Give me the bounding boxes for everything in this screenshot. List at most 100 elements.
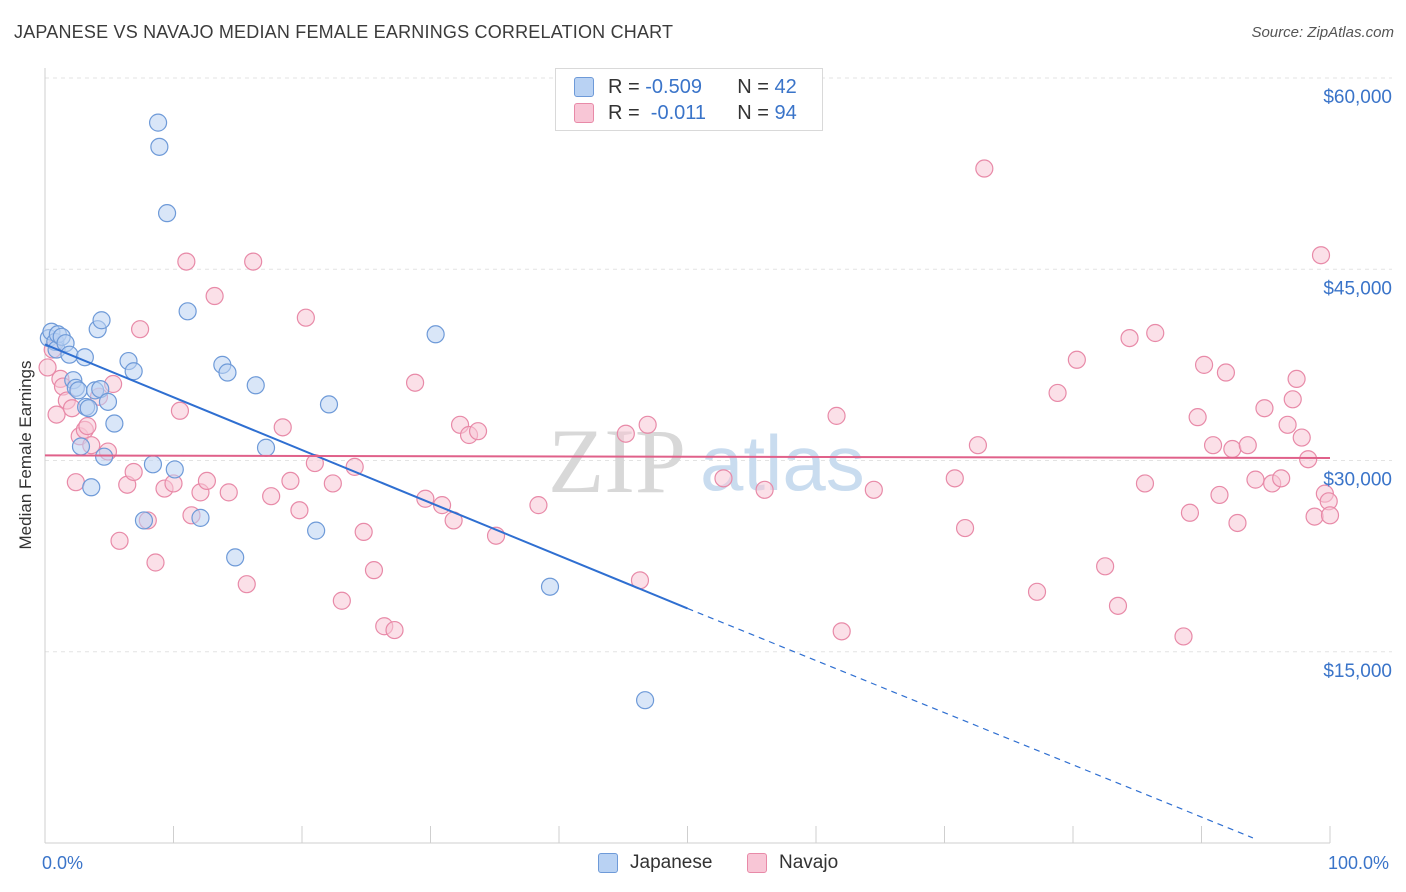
japanese-point — [71, 437, 91, 456]
japanese-point — [307, 521, 326, 540]
navajo-point — [170, 401, 190, 420]
navajo-point — [1210, 485, 1229, 505]
watermark-zip: ZIP — [548, 410, 686, 512]
navajo-point — [281, 471, 300, 490]
navajo-point — [1311, 246, 1331, 265]
japanese-point — [124, 362, 143, 381]
navajo-point — [1027, 582, 1047, 601]
y-tick-label: $30,000 — [1323, 470, 1392, 491]
navajo-point — [1194, 355, 1214, 374]
navajo-point — [38, 358, 57, 377]
navajo-point — [529, 496, 548, 515]
navajo-point — [197, 471, 217, 490]
navajo-point — [290, 501, 309, 520]
navajo-point — [146, 553, 165, 572]
navajo-point — [1283, 390, 1302, 409]
navajo-point — [244, 252, 263, 271]
navajo-point — [1048, 383, 1067, 403]
japanese-point — [92, 311, 111, 330]
navajo-point — [345, 457, 364, 476]
japanese-point — [191, 508, 210, 527]
navajo-point — [78, 416, 97, 436]
navajo-point — [124, 462, 143, 482]
navajo-point — [110, 531, 129, 550]
source-label: Source: ZipAtlas.com — [1251, 24, 1394, 41]
navajo-point — [1203, 436, 1223, 455]
watermark-atlas: atlas — [700, 419, 865, 507]
navajo-point — [1216, 363, 1236, 382]
legend-r-label: R = — [608, 75, 646, 98]
navajo-point — [1320, 506, 1340, 525]
navajo-point — [177, 252, 196, 271]
japanese-point — [157, 204, 177, 223]
navajo-point — [1096, 557, 1115, 576]
navajo-point — [1108, 596, 1128, 615]
navajo-point — [755, 480, 774, 499]
navajo-point — [205, 286, 224, 306]
navajo-point — [1272, 469, 1291, 488]
legend-row-japanese: R = -0.509 N = 42 — [574, 74, 797, 100]
japanese-point — [165, 460, 184, 479]
navajo-point — [1188, 408, 1207, 427]
navajo-point — [66, 473, 85, 492]
japanese-series — [39, 113, 655, 710]
navajo-point — [332, 591, 351, 610]
navajo-point — [1305, 507, 1324, 526]
x-tick-label-end: 100.0% — [1328, 853, 1390, 873]
navajo-point — [827, 406, 846, 425]
y-tick-label: $45,000 — [1323, 278, 1392, 299]
japanese-point — [218, 363, 237, 382]
y-axis-label: Median Female Earnings — [16, 361, 35, 550]
legend-swatch-japanese — [574, 77, 594, 97]
navajo-point — [616, 424, 635, 443]
legend-n-label: N = — [737, 75, 775, 98]
navajo-point — [364, 561, 384, 580]
x-tick-label-start: 0.0% — [42, 853, 84, 873]
navajo-point — [1223, 439, 1242, 459]
navajo-point — [1292, 428, 1311, 447]
legend-r-label: R = — [608, 101, 646, 124]
navajo-point — [975, 159, 994, 178]
navajo-point — [1135, 474, 1155, 493]
legend-label-japanese: Japanese — [630, 852, 713, 873]
y-tick-label: $60,000 — [1323, 87, 1392, 108]
navajo-point — [468, 422, 488, 441]
navajo-point — [1228, 513, 1247, 533]
navajo-point — [864, 480, 883, 499]
japanese-point — [105, 414, 124, 433]
legend-swatch-japanese — [598, 853, 618, 873]
navajo-trend-line — [44, 454, 1331, 459]
navajo-series — [38, 159, 1340, 646]
japanese-point — [98, 392, 118, 411]
legend-item-japanese[interactable]: Japanese — [598, 852, 712, 874]
navajo-point — [638, 415, 657, 434]
y-tick-label: $15,000 — [1323, 661, 1392, 682]
navajo-point — [1255, 399, 1274, 418]
navajo-point — [1146, 323, 1165, 343]
y-tick-labels: $15,000 $30,000 $45,000 $60,000 — [1323, 87, 1392, 682]
japanese-point — [79, 399, 98, 418]
navajo-point — [405, 373, 425, 392]
navajo-point — [47, 405, 66, 424]
navajo-point — [1238, 436, 1257, 455]
japanese-point — [635, 691, 655, 710]
grid-lines — [45, 77, 1392, 653]
legend-n-value: 94 — [774, 101, 797, 124]
legend-n-label: N = — [737, 101, 775, 124]
navajo-point — [1180, 503, 1200, 522]
watermark: ZIP atlas — [548, 410, 865, 512]
legend-item-navajo[interactable]: Navajo — [747, 852, 838, 874]
navajo-point — [1067, 350, 1086, 369]
japanese-point — [319, 395, 339, 414]
japanese-point — [178, 302, 197, 321]
japanese-point — [134, 511, 154, 530]
series-legend: Japanese Navajo — [0, 852, 1406, 878]
navajo-point — [219, 483, 238, 502]
japanese-point — [426, 325, 445, 344]
navajo-point — [385, 620, 404, 640]
legend-row-navajo: R = -0.011 N = 94 — [574, 100, 797, 126]
japanese-point — [82, 478, 101, 497]
japanese-point — [256, 438, 276, 457]
navajo-point — [273, 418, 292, 437]
